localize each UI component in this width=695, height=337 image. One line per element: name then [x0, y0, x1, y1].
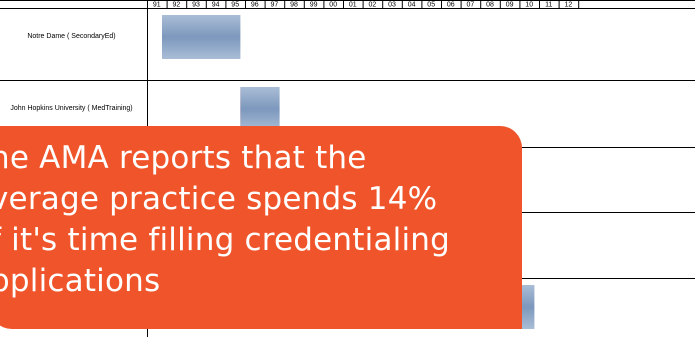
x-tick-label: 06 [447, 2, 455, 9]
row-label: John Hopkins University ( MedTraining) [10, 105, 132, 112]
x-tick-label: 05 [427, 2, 435, 9]
x-tick-label: 91 [153, 2, 161, 9]
callout-box: he AMA reports that the verage practice … [0, 126, 522, 329]
x-tick-label: 99 [310, 2, 318, 9]
x-tick-label: 98 [290, 2, 298, 9]
callout-text: he AMA reports that the verage practice … [0, 140, 450, 299]
x-tick-label: 07 [467, 2, 475, 9]
x-tick-label: 01 [349, 2, 357, 9]
row-label: Notre Dame ( SecondaryEd) [27, 33, 115, 40]
x-tick-label: 92 [173, 2, 181, 9]
x-tick-label: 93 [192, 2, 200, 9]
x-tick-label: 00 [329, 2, 337, 9]
blue-segment-bar [162, 15, 241, 59]
x-tick-label: 94 [212, 2, 220, 9]
x-tick-label: 08 [486, 2, 494, 9]
x-tick-label: 12 [565, 2, 573, 9]
x-tick-label: 04 [408, 2, 416, 9]
x-tick-label: 03 [388, 2, 396, 9]
x-tick-label: 11 [545, 2, 552, 9]
x-tick-label: 10 [525, 2, 533, 9]
blue-segment-bar [240, 87, 280, 131]
x-tick-label: 02 [369, 2, 377, 9]
x-tick-label: 95 [231, 2, 239, 9]
x-tick-label: 97 [271, 2, 279, 9]
x-tick-label: 09 [506, 2, 514, 9]
x-tick-label: 96 [251, 2, 259, 9]
